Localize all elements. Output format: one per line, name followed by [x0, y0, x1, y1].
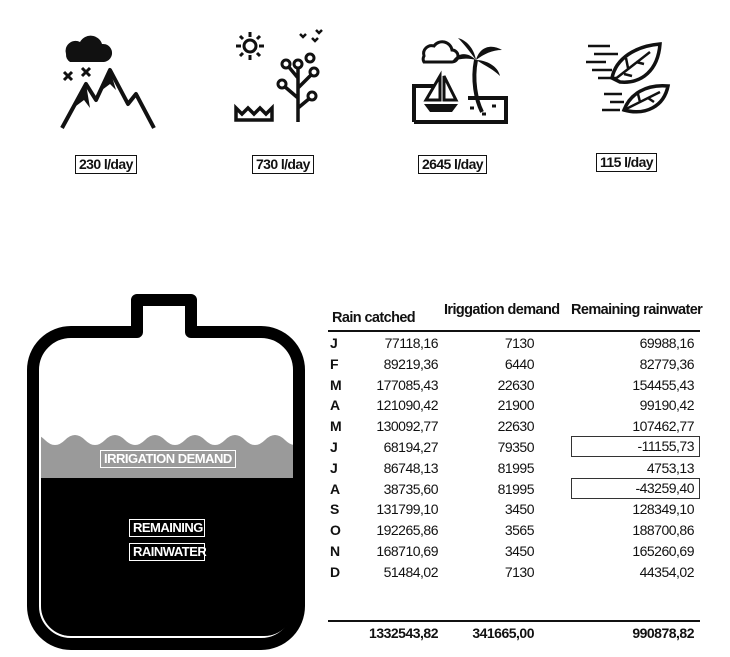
irrigation-cell: 7130 [504, 563, 535, 580]
table-row: F 89219,36 6440 82779,36 [328, 354, 700, 374]
table-row: J 68194,27 79350 -11155,73 [328, 436, 700, 457]
rain-cell: 68194,27 [383, 439, 439, 455]
rain-cell: 121090,42 [376, 397, 438, 414]
remaining-cell: 188700,86 [632, 522, 694, 539]
month-cell: F [330, 355, 339, 372]
remaining-cell: 99190,42 [639, 397, 695, 414]
remaining-cell: -11155,73 [571, 436, 700, 457]
irrigation-cell: 21900 [497, 397, 535, 414]
month-cell: A [330, 480, 340, 497]
total-remaining: 990878,82 [632, 625, 694, 641]
rate-label: 115 l/day [596, 153, 657, 172]
month-cell: J [330, 335, 338, 351]
rate-label: 230 l/day [75, 155, 137, 174]
rate-label: 730 l/day [252, 155, 314, 174]
total-irrigation: 341665,00 [472, 625, 534, 641]
month-cell: N [330, 543, 340, 559]
irrigation-demand-label: IRRIGATION DEMAND [100, 450, 236, 468]
month-cell: J [330, 459, 338, 476]
rain-cell: 51484,02 [383, 563, 439, 580]
rain-cell: 77118,16 [384, 335, 439, 351]
table-row: D 51484,02 7130 44354,02 [328, 562, 700, 582]
total-rain: 1332543,82 [369, 625, 438, 641]
table-row: N 168710,69 3450 165260,69 [328, 541, 700, 561]
irrigation-cell: 79350 [497, 439, 535, 455]
irrigation-cell: 3450 [504, 543, 535, 559]
table-row: A 121090,42 21900 99190,42 [328, 395, 700, 415]
remaining-cell: 4753,13 [646, 459, 695, 476]
month-cell: M [330, 418, 342, 435]
month-cell: J [330, 439, 338, 455]
irrigation-cell: 81995 [497, 480, 535, 497]
rain-cell: 168710,69 [376, 543, 438, 559]
leaves-wind-icon [586, 42, 671, 114]
rain-cell: 89219,36 [383, 355, 439, 372]
total-divider [328, 620, 700, 622]
header-irrigation: Iriggation demand [444, 302, 560, 318]
remaining-cell: 82779,36 [639, 355, 695, 372]
remaining-cell: 128349,10 [632, 501, 694, 518]
header-remaining: Remaining rainwater [571, 302, 703, 318]
month-cell: M [330, 376, 342, 393]
water-tank-graphic [27, 294, 305, 650]
totals-row: 1332543,82 341665,00 990878,82 [328, 623, 700, 643]
month-cell: O [330, 522, 341, 539]
header-rain: Rain catched [332, 310, 416, 326]
irrigation-cell: 7130 [504, 335, 535, 351]
remaining-cell: 44354,02 [639, 563, 695, 580]
table-row: M 130092,77 22630 107462,77 [328, 416, 700, 436]
table-row: O 192265,86 3565 188700,86 [328, 520, 700, 540]
month-cell: A [330, 397, 340, 414]
header-divider [328, 330, 700, 332]
table-row: S 131799,10 3450 128349,10 [328, 499, 700, 519]
irrigation-cell: 6440 [504, 355, 535, 372]
garden-sun-icon [234, 29, 323, 122]
rain-cell: 86748,13 [383, 459, 439, 476]
remaining-cell: 69988,16 [639, 335, 695, 351]
remaining-cell: 107462,77 [632, 418, 694, 435]
rain-cell: 192265,86 [376, 522, 438, 539]
mountain-rain-icon [60, 35, 156, 129]
rain-cell: 177085,43 [376, 376, 438, 393]
remaining-cell: 165260,69 [632, 543, 694, 559]
rain-cell: 130092,77 [376, 418, 438, 435]
remaining-cell: -43259,40 [571, 477, 700, 499]
month-cell: D [330, 563, 340, 580]
table-row: A 38735,60 81995 -43259,40 [328, 477, 700, 499]
table-row: M 177085,43 22630 154455,43 [328, 375, 700, 395]
rain-cell: 131799,10 [376, 501, 438, 518]
rainwater-label: RAINWATER [129, 543, 207, 561]
remaining-cell: 154455,43 [632, 376, 694, 393]
remaining-water-area [41, 478, 294, 636]
table-row: J 86748,13 81995 4753,13 [328, 458, 700, 478]
table-row: J 77118,16 7130 69988,16 [328, 333, 700, 353]
irrigation-cell: 3565 [504, 522, 535, 539]
irrigation-cell: 22630 [497, 418, 535, 435]
beach-palm-icon [412, 38, 508, 124]
irrigation-cell: 22630 [497, 376, 535, 393]
irrigation-cell: 3450 [504, 501, 535, 518]
irrigation-cell: 81995 [497, 459, 535, 476]
rate-label: 2645 l/day [418, 155, 487, 174]
remaining-label: REMAINING [129, 519, 205, 537]
rain-cell: 38735,60 [383, 480, 439, 497]
month-cell: S [330, 501, 339, 518]
